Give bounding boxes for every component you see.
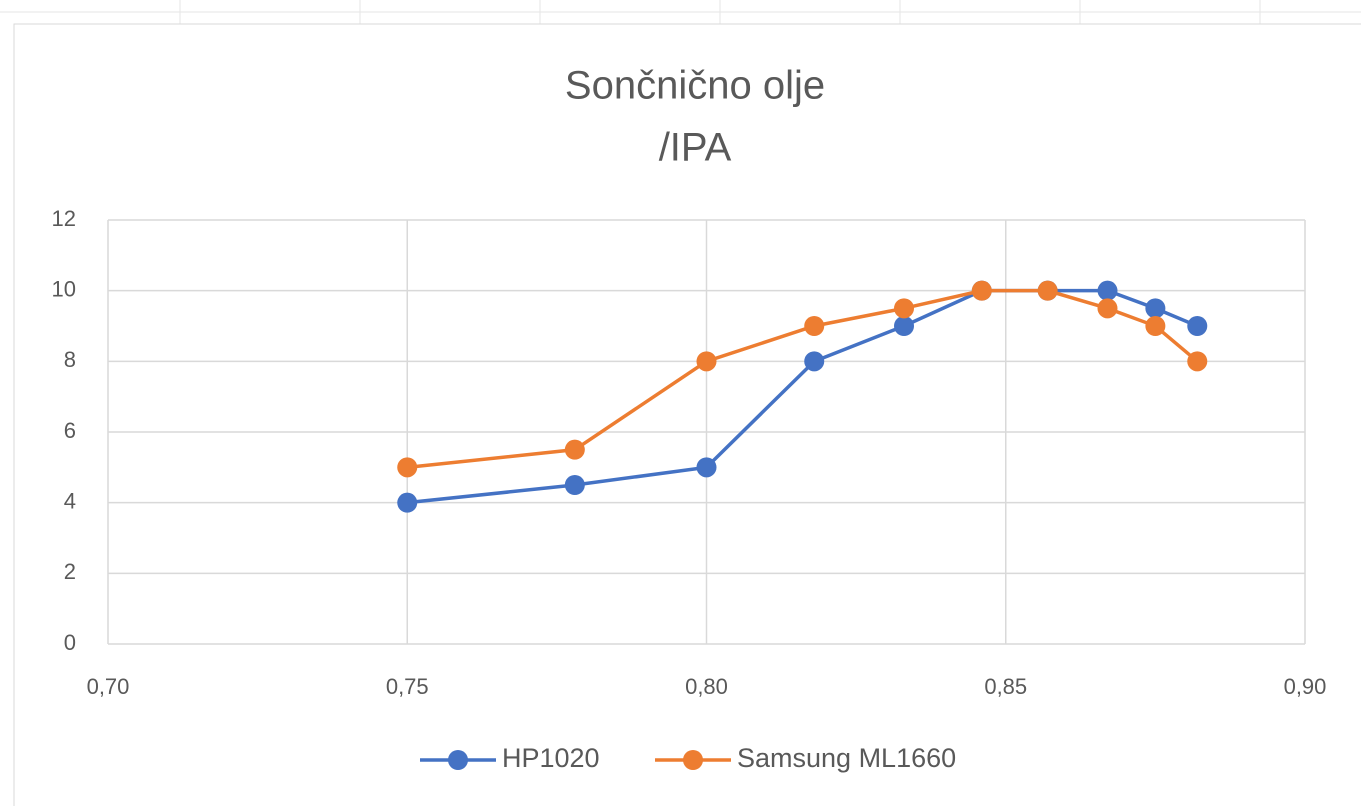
point — [564, 439, 585, 460]
point — [804, 351, 825, 372]
legend-label: Samsung ML1660 — [737, 743, 956, 773]
point — [1097, 280, 1118, 301]
sheet-background — [0, 0, 1361, 25]
x-tick-label: 0,70 — [87, 674, 130, 699]
point — [894, 298, 915, 319]
point — [564, 475, 585, 495]
point — [1145, 298, 1166, 319]
series-line — [407, 288, 1199, 470]
y-tick-label: 10 — [52, 276, 76, 301]
point — [1145, 316, 1166, 336]
chart-area — [13, 23, 1361, 806]
y-tick-label: 4 — [64, 488, 76, 513]
point — [1097, 298, 1118, 319]
y-tick-label: 8 — [64, 347, 76, 372]
legend-marker — [448, 750, 468, 770]
point — [971, 280, 992, 301]
x-tick-label: 0,90 — [1284, 674, 1327, 699]
y-tick-label: 2 — [64, 559, 76, 584]
point — [696, 457, 717, 478]
legend-label: HP1020 — [502, 743, 600, 773]
y-tick-label: 6 — [64, 418, 76, 443]
x-tick-label: 0,85 — [984, 674, 1027, 699]
y-tick-label: 12 — [52, 206, 76, 231]
chart-title: Sončnično olje — [565, 64, 825, 108]
series-line — [407, 288, 1198, 505]
point — [804, 316, 825, 336]
legend-marker — [683, 750, 703, 770]
point — [1187, 351, 1208, 372]
point — [397, 457, 418, 478]
point — [1187, 316, 1208, 336]
point — [397, 492, 418, 513]
point — [894, 316, 915, 336]
x-tick-label: 0,75 — [386, 674, 429, 699]
point — [1037, 280, 1058, 301]
chart-title: /IPA — [659, 126, 732, 170]
x-tick-label: 0,80 — [685, 674, 728, 699]
point — [696, 351, 717, 372]
y-tick-label: 0 — [64, 630, 76, 655]
